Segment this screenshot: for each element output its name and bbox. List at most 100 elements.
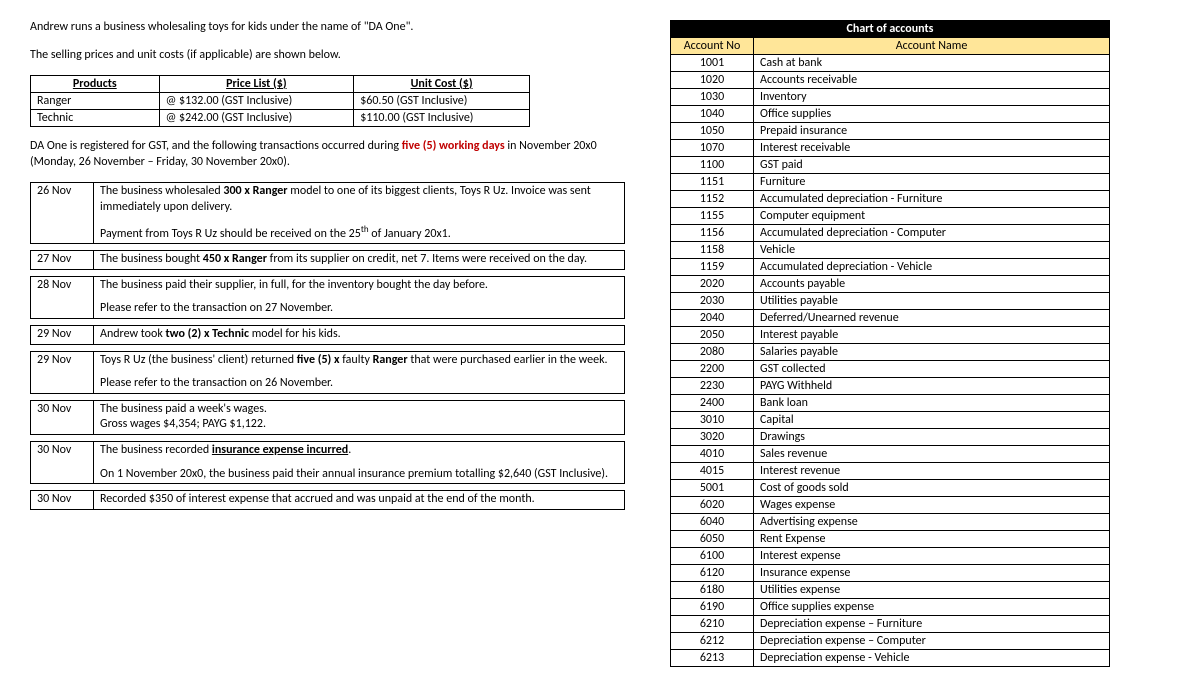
account-name: Office supplies expense bbox=[754, 599, 1110, 616]
account-no: 2230 bbox=[671, 378, 754, 395]
account-name: Accumulated depreciation - Furniture bbox=[754, 191, 1110, 208]
account-no: 6210 bbox=[671, 616, 754, 633]
account-name: Utilities payable bbox=[754, 293, 1110, 310]
intro-line-1: Andrew runs a business wholesaling toys … bbox=[30, 20, 630, 36]
table-title-row: Chart of accounts bbox=[671, 21, 1110, 38]
text: Payment from Toys R Uz should be receive… bbox=[100, 227, 361, 241]
account-name: Office supplies bbox=[754, 106, 1110, 123]
account-no: 5001 bbox=[671, 480, 754, 497]
account-name: Utilities expense bbox=[754, 582, 1110, 599]
account-name: Accumulated depreciation - Computer bbox=[754, 225, 1110, 242]
account-name: Depreciation expense – Furniture bbox=[754, 616, 1110, 633]
text: The business bought bbox=[100, 252, 203, 266]
account-name: Insurance expense bbox=[754, 565, 1110, 582]
intro-line-2: The selling prices and unit costs (if ap… bbox=[30, 48, 630, 64]
account-name: PAYG Withheld bbox=[754, 378, 1110, 395]
account-no: 6020 bbox=[671, 497, 754, 514]
text-bold: Ranger bbox=[373, 353, 408, 367]
account-no: 1070 bbox=[671, 140, 754, 157]
account-name: Drawings bbox=[754, 429, 1110, 446]
account-no: 2400 bbox=[671, 395, 754, 412]
account-no: 1159 bbox=[671, 259, 754, 276]
account-no: 1050 bbox=[671, 123, 754, 140]
account-name: Vehicle bbox=[754, 242, 1110, 259]
account-no: 3020 bbox=[671, 429, 754, 446]
tx-desc: The business paid a week's wages.Gross w… bbox=[94, 400, 625, 434]
table-row: 6120Insurance expense bbox=[671, 565, 1110, 582]
text: The business paid their supplier, in ful… bbox=[100, 278, 618, 294]
table-row: 1158Vehicle bbox=[671, 242, 1110, 259]
table-row: 1155Computer equipment bbox=[671, 208, 1110, 225]
tx-date: 30 Nov bbox=[31, 441, 94, 483]
account-name: Inventory bbox=[754, 89, 1110, 106]
cell: @ $132.00 (GST Inclusive) bbox=[159, 93, 354, 110]
tx-desc: The business recorded insurance expense … bbox=[94, 441, 625, 483]
account-no: 1151 bbox=[671, 174, 754, 191]
table-row: 3010Capital bbox=[671, 412, 1110, 429]
table-row: 2040Deferred/Unearned revenue bbox=[671, 310, 1110, 327]
account-name: Interest receivable bbox=[754, 140, 1110, 157]
account-no: 6040 bbox=[671, 514, 754, 531]
cell: Ranger bbox=[31, 93, 160, 110]
text-sup: th bbox=[361, 224, 369, 235]
account-name: Wages expense bbox=[754, 497, 1110, 514]
tx-desc: The business bought 450 x Ranger from it… bbox=[94, 251, 625, 270]
left-column: Andrew runs a business wholesaling toys … bbox=[30, 20, 630, 667]
table-row: 2020Accounts payable bbox=[671, 276, 1110, 293]
transaction-entry: 30 Nov The business paid a week's wages.… bbox=[30, 400, 625, 435]
account-no: 1152 bbox=[671, 191, 754, 208]
account-name: GST collected bbox=[754, 361, 1110, 378]
transaction-entry: 28 Nov The business paid their supplier,… bbox=[30, 276, 625, 319]
table-row: 1001Cash at bank bbox=[671, 55, 1110, 72]
account-name: Furniture bbox=[754, 174, 1110, 191]
account-no: 4010 bbox=[671, 446, 754, 463]
text: The business recorded bbox=[100, 443, 212, 457]
table-row: 1100GST paid bbox=[671, 157, 1110, 174]
products-table: Products Price List ($) Unit Cost ($) Ra… bbox=[30, 75, 530, 127]
text-bold-underline: insurance expense incurred bbox=[212, 443, 348, 457]
table-row: 1050Prepaid insurance bbox=[671, 123, 1110, 140]
account-name: Depreciation expense – Computer bbox=[754, 633, 1110, 650]
table-row: 1152Accumulated depreciation - Furniture bbox=[671, 191, 1110, 208]
text: The business paid a week's wages. bbox=[100, 402, 267, 416]
account-no: 6120 bbox=[671, 565, 754, 582]
account-no: 1030 bbox=[671, 89, 754, 106]
account-name: Interest expense bbox=[754, 548, 1110, 565]
account-name: Depreciation expense - Vehicle bbox=[754, 650, 1110, 667]
transaction-entry: 29 Nov Toys R Uz (the business' client) … bbox=[30, 351, 625, 394]
col-price: Price List ($) bbox=[159, 76, 354, 93]
tx-desc: The business wholesaled 300 x Ranger mod… bbox=[94, 183, 625, 244]
table-row: 1156Accumulated depreciation - Computer bbox=[671, 225, 1110, 242]
text: of January 20x1. bbox=[369, 227, 451, 241]
table-row: Products Price List ($) Unit Cost ($) bbox=[31, 76, 530, 93]
account-no: 1158 bbox=[671, 242, 754, 259]
transaction-entry: 26 Nov The business wholesaled 300 x Ran… bbox=[30, 182, 625, 244]
text: Gross wages $4,354; PAYG $1,122. bbox=[100, 417, 266, 431]
text: "DA One". bbox=[364, 20, 414, 34]
table-row: 1159Accumulated depreciation - Vehicle bbox=[671, 259, 1110, 276]
table-row: 6213Depreciation expense - Vehicle bbox=[671, 650, 1110, 667]
right-column: Chart of accounts Account No Account Nam… bbox=[670, 20, 1110, 667]
table-row: Ranger @ $132.00 (GST Inclusive) $60.50 … bbox=[31, 93, 530, 110]
coa-body: 1001Cash at bank1020Accounts receivable1… bbox=[671, 55, 1110, 667]
table-row: Technic @ $242.00 (GST Inclusive) $110.0… bbox=[31, 110, 530, 127]
tx-date: 27 Nov bbox=[31, 251, 94, 270]
account-name: Accumulated depreciation - Vehicle bbox=[754, 259, 1110, 276]
account-no: 6100 bbox=[671, 548, 754, 565]
account-no: 2200 bbox=[671, 361, 754, 378]
transaction-entry: 30 Nov Recorded $350 of interest expense… bbox=[30, 490, 625, 510]
table-row: 1020Accounts receivable bbox=[671, 72, 1110, 89]
transaction-entry: 29 Nov Andrew took two (2) x Technic mod… bbox=[30, 325, 625, 345]
account-no: 3010 bbox=[671, 412, 754, 429]
coa-title: Chart of accounts bbox=[671, 21, 1110, 38]
page: Andrew runs a business wholesaling toys … bbox=[30, 20, 1170, 667]
text: that were purchased earlier in the week. bbox=[408, 353, 608, 367]
text: Andrew took bbox=[100, 327, 166, 341]
account-no: 6213 bbox=[671, 650, 754, 667]
account-no: 1156 bbox=[671, 225, 754, 242]
chart-of-accounts-table: Chart of accounts Account No Account Nam… bbox=[670, 20, 1110, 667]
table-row: 2030Utilities payable bbox=[671, 293, 1110, 310]
table-row: 4010Sales revenue bbox=[671, 446, 1110, 463]
table-row: 1070Interest receivable bbox=[671, 140, 1110, 157]
table-row: 2230PAYG Withheld bbox=[671, 378, 1110, 395]
